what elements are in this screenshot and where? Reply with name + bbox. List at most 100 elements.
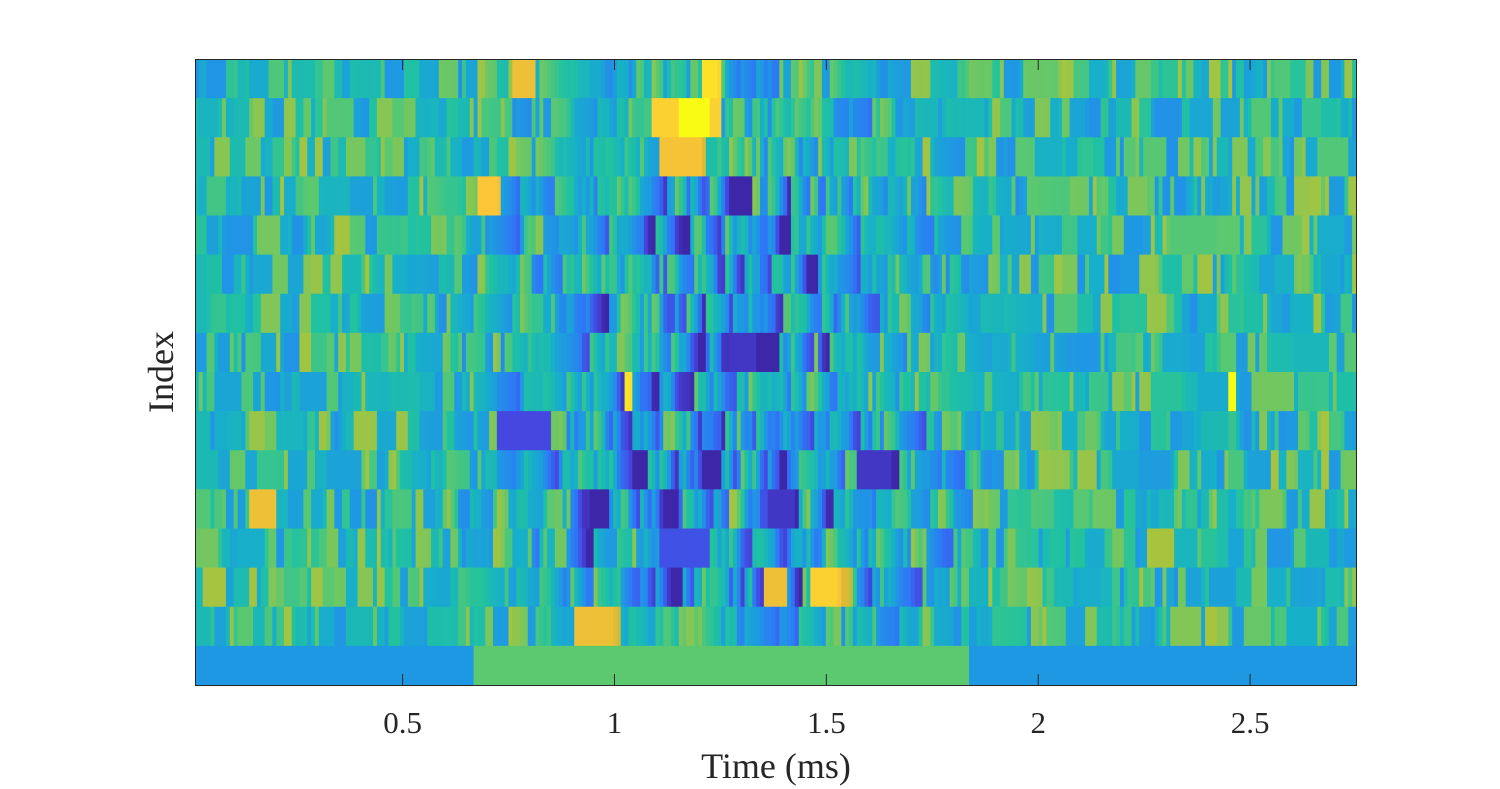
heatmap-cell bbox=[222, 254, 227, 295]
heatmap-cell bbox=[454, 489, 459, 529]
heatmap-cell bbox=[1177, 411, 1183, 451]
heatmap-cell bbox=[214, 606, 219, 647]
heatmap-cell bbox=[667, 59, 672, 99]
heatmap-cell bbox=[450, 59, 455, 99]
heatmap-cell bbox=[760, 528, 765, 569]
heatmap-cell bbox=[318, 176, 324, 216]
heatmap-cell bbox=[1185, 98, 1191, 138]
heatmap-cell bbox=[330, 254, 335, 295]
heatmap-cell bbox=[941, 645, 947, 686]
heatmap-cell bbox=[876, 176, 881, 216]
heatmap-cell bbox=[1104, 450, 1109, 490]
heatmap-cell bbox=[454, 411, 459, 451]
heatmap-cell bbox=[1208, 411, 1214, 451]
heatmap-cell bbox=[852, 645, 858, 686]
heatmap-cell bbox=[1220, 411, 1226, 451]
heatmap-cell bbox=[891, 254, 897, 295]
heatmap-cell bbox=[872, 332, 877, 373]
heatmap-cell bbox=[794, 528, 800, 569]
heatmap-cell bbox=[1197, 98, 1202, 138]
heatmap-cell bbox=[585, 372, 591, 412]
heatmap-cell bbox=[419, 215, 424, 256]
heatmap-cell bbox=[237, 98, 243, 138]
heatmap-cell bbox=[314, 567, 320, 608]
heatmap-cell bbox=[485, 528, 490, 569]
heatmap-cell bbox=[1096, 489, 1102, 529]
heatmap-cell bbox=[1216, 645, 1222, 686]
heatmap-cell bbox=[1034, 332, 1040, 373]
heatmap-cell bbox=[539, 98, 544, 138]
heatmap-cell bbox=[1092, 606, 1098, 647]
heatmap-cell bbox=[976, 372, 982, 412]
heatmap-cell bbox=[1069, 411, 1075, 451]
heatmap-cell bbox=[647, 254, 653, 295]
heatmap-cell bbox=[988, 254, 993, 295]
heatmap-cell bbox=[1340, 293, 1345, 334]
heatmap-cell bbox=[659, 411, 664, 451]
heatmap-cell bbox=[423, 293, 428, 334]
heatmap-cell bbox=[434, 59, 440, 99]
x-axis-ticks: 0.5 1 1.5 2 2.5 bbox=[383, 59, 1269, 740]
heatmap-cell bbox=[636, 528, 641, 569]
heatmap-cell bbox=[1011, 606, 1017, 647]
heatmap-cell bbox=[1328, 332, 1334, 373]
heatmap-cell bbox=[837, 98, 842, 138]
heatmap-cell bbox=[361, 606, 366, 647]
heatmap-cell bbox=[601, 332, 606, 373]
heatmap-cell bbox=[295, 567, 301, 608]
heatmap-cell bbox=[1023, 254, 1028, 295]
heatmap-cell bbox=[999, 137, 1005, 177]
heatmap-cell bbox=[1119, 567, 1125, 608]
heatmap-cell bbox=[849, 59, 854, 99]
heatmap-cell bbox=[578, 176, 583, 216]
heatmap-cell bbox=[551, 528, 556, 569]
heatmap-cell bbox=[980, 645, 986, 686]
heatmap-cell bbox=[930, 293, 935, 334]
heatmap-cell bbox=[910, 606, 916, 647]
heatmap-cell bbox=[442, 645, 448, 686]
heatmap-cell bbox=[326, 450, 332, 490]
heatmap-cell bbox=[237, 411, 243, 451]
heatmap-cell bbox=[504, 98, 510, 138]
heatmap-cell bbox=[756, 332, 761, 373]
heatmap-cell bbox=[771, 176, 777, 216]
heatmap-cell bbox=[318, 137, 324, 177]
heatmap-cell bbox=[1139, 176, 1144, 216]
heatmap-cell bbox=[667, 489, 672, 529]
heatmap-cell bbox=[427, 254, 432, 295]
heatmap-cell bbox=[570, 606, 575, 647]
heatmap-cell bbox=[938, 98, 943, 138]
heatmap-cell bbox=[729, 606, 734, 647]
heatmap-cell bbox=[206, 489, 212, 529]
heatmap-cell bbox=[1046, 645, 1051, 686]
heatmap-cell bbox=[380, 176, 386, 216]
heatmap-cell bbox=[1011, 215, 1017, 256]
heatmap-cell bbox=[1197, 372, 1202, 412]
heatmap-cell bbox=[566, 528, 571, 569]
heatmap-cell bbox=[1073, 332, 1078, 373]
x-tick-label: 2.5 bbox=[1231, 705, 1270, 740]
heatmap-cell bbox=[601, 450, 606, 490]
heatmap-cell bbox=[895, 215, 900, 256]
heatmap-cell bbox=[1096, 137, 1102, 177]
heatmap-cell bbox=[1297, 489, 1303, 529]
heatmap-cell bbox=[918, 606, 924, 647]
heatmap-cell bbox=[771, 645, 777, 686]
heatmap-cell bbox=[1201, 450, 1206, 490]
heatmap-cell bbox=[380, 606, 386, 647]
heatmap-cell bbox=[1081, 98, 1086, 138]
heatmap-cell bbox=[779, 450, 784, 490]
heatmap-cell bbox=[1305, 606, 1311, 647]
heatmap-cell bbox=[218, 98, 223, 138]
heatmap-cell bbox=[1220, 293, 1226, 334]
heatmap-cell bbox=[353, 411, 359, 451]
heatmap-cell bbox=[334, 215, 339, 256]
heatmap-cell bbox=[326, 645, 332, 686]
heatmap-cell bbox=[272, 215, 277, 256]
heatmap-cell bbox=[516, 137, 521, 177]
heatmap-cell bbox=[589, 645, 595, 686]
heatmap-cell bbox=[1088, 606, 1094, 647]
heatmap-cell bbox=[1154, 293, 1160, 334]
heatmap-cell bbox=[477, 59, 482, 99]
heatmap-cell bbox=[218, 411, 223, 451]
